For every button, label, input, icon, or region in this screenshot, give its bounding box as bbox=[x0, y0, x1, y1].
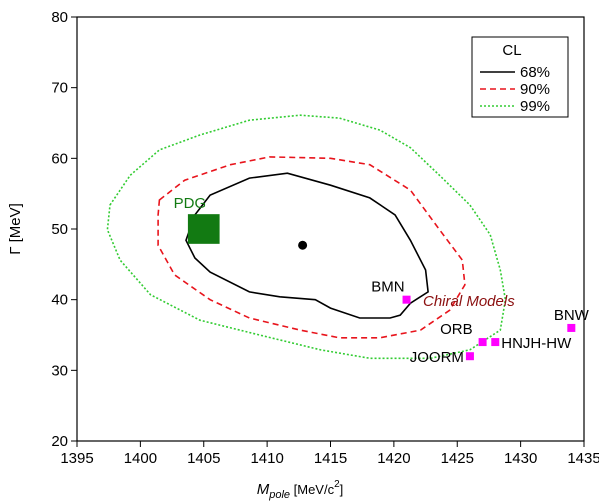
x-tick-label: 1435 bbox=[567, 450, 599, 467]
x-tick-label: 1430 bbox=[504, 450, 537, 467]
contour-line bbox=[157, 156, 466, 339]
x-tick-label: 1425 bbox=[441, 450, 474, 467]
y-axis-label: Γ [MeV] bbox=[7, 203, 24, 255]
legend-label: 68% bbox=[520, 64, 550, 81]
x-axis-label: Mpole [MeV/c2] bbox=[257, 479, 344, 501]
y-tick-label: 70 bbox=[51, 80, 68, 97]
point-label: ORB bbox=[440, 321, 473, 338]
center-point bbox=[298, 240, 308, 250]
legend-box bbox=[471, 36, 569, 118]
x-label-sub: pole bbox=[268, 489, 290, 501]
model-point bbox=[491, 338, 500, 347]
legend-title: CL bbox=[502, 42, 521, 59]
point-label: HNJH-HW bbox=[501, 335, 572, 352]
x-label-sup: 2 bbox=[334, 479, 340, 490]
model-point bbox=[478, 338, 487, 347]
legend-label: 90% bbox=[520, 81, 550, 98]
y-tick-label: 20 bbox=[51, 433, 68, 450]
point-label: BMN bbox=[371, 279, 404, 296]
contour-line bbox=[106, 114, 507, 360]
x-tick-label: 1405 bbox=[187, 450, 220, 467]
x-tick-label: 1410 bbox=[250, 450, 283, 467]
contour-line bbox=[185, 172, 429, 319]
y-tick-label: 30 bbox=[51, 362, 68, 379]
pdg-box bbox=[187, 214, 220, 244]
x-label-close: ] bbox=[340, 482, 344, 497]
model-point bbox=[402, 295, 411, 304]
x-tick-label: 1415 bbox=[314, 450, 347, 467]
y-tick-label: 80 bbox=[51, 9, 68, 26]
x-label-symbol: M bbox=[257, 481, 270, 498]
point-label: BNW bbox=[554, 307, 590, 324]
pdg-label: PDG bbox=[174, 195, 207, 212]
y-tick-label: 40 bbox=[51, 292, 68, 309]
point-label: JOORM bbox=[410, 349, 464, 366]
y-tick-label: 50 bbox=[51, 221, 68, 238]
annotation: Chiral Models bbox=[423, 293, 515, 310]
legend-label: 99% bbox=[520, 98, 550, 115]
x-tick-label: 1400 bbox=[124, 450, 157, 467]
x-tick-label: 1420 bbox=[377, 450, 410, 467]
model-point bbox=[465, 352, 474, 361]
x-label-unit: [MeV/c bbox=[290, 482, 335, 497]
y-tick-label: 60 bbox=[51, 150, 68, 167]
x-tick-label: 1395 bbox=[60, 450, 93, 467]
model-point bbox=[567, 323, 576, 332]
